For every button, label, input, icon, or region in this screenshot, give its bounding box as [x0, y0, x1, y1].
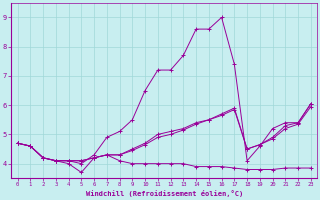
X-axis label: Windchill (Refroidissement éolien,°C): Windchill (Refroidissement éolien,°C)	[85, 190, 243, 197]
